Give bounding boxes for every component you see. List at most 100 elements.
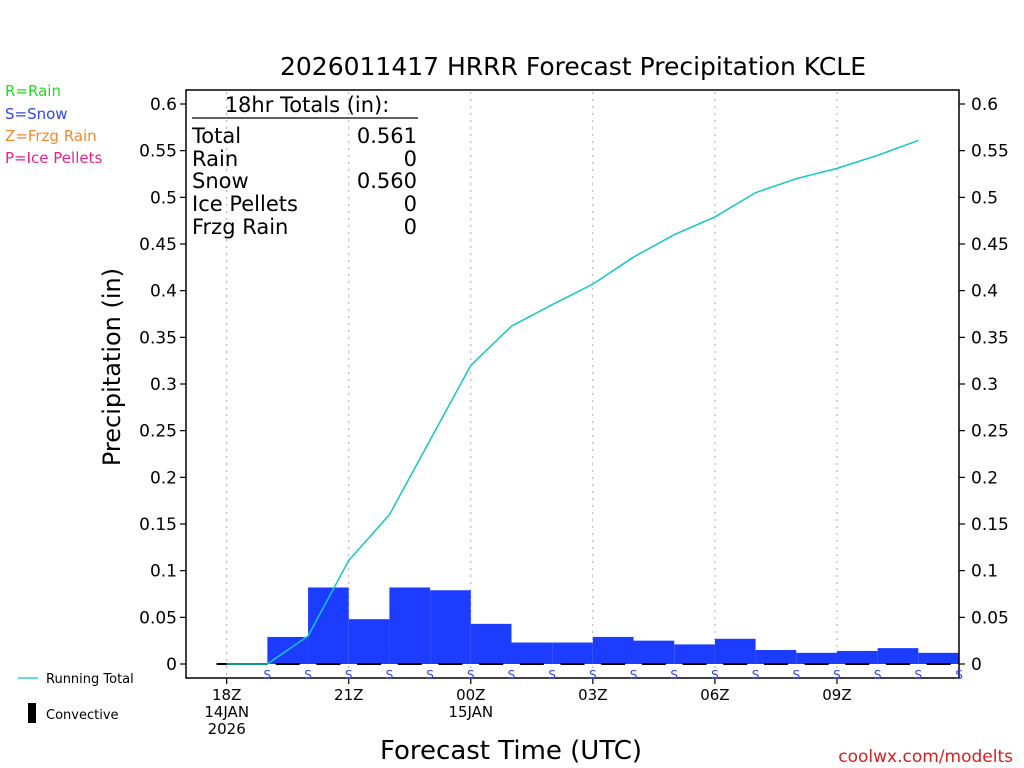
x-axis-label: Forecast Time (UTC) xyxy=(380,736,642,766)
x-tick-label: 14JAN xyxy=(204,703,249,721)
y-tick-label-right: 0.15 xyxy=(971,515,1009,535)
hourly-bar xyxy=(470,623,512,664)
y-tick-label-left: 0 xyxy=(166,655,177,675)
x-tick-label: 03Z xyxy=(578,686,607,704)
hourly-bar xyxy=(836,650,878,664)
watermark: coolwx.com/modelts xyxy=(838,747,1013,767)
precip-type-letter: S xyxy=(304,668,312,682)
hourly-bar xyxy=(918,652,959,664)
y-tick-label-left: 0.4 xyxy=(150,282,177,302)
y-tick-label-right: 0 xyxy=(971,655,982,675)
hourly-bar xyxy=(674,644,715,664)
y-tick-label-left: 0.45 xyxy=(139,235,177,255)
x-tick-label: 15JAN xyxy=(448,703,493,721)
x-tick-label: 00Z xyxy=(456,686,485,704)
totals-label-frzg-rain: Frzg Rain xyxy=(192,215,288,239)
hourly-bar xyxy=(511,642,553,664)
hourly-bar xyxy=(633,640,675,664)
precip-type-letter: S xyxy=(955,668,963,682)
convective-swatch xyxy=(28,703,36,723)
precip-type-letter: S xyxy=(548,668,556,682)
precip-type-legend: R=Rain S=Snow Z=Frzg Rain P=Ice Pellets xyxy=(5,82,102,167)
y-tick-label-left: 0.5 xyxy=(150,188,177,208)
y-tick-label-right: 0.1 xyxy=(971,562,998,582)
precip-type-letter: S xyxy=(874,668,882,682)
totals-value-rain: 0 xyxy=(404,147,417,171)
precip-type-letter: S xyxy=(752,668,760,682)
precip-type-letter: S xyxy=(589,668,597,682)
precip-type-letter: S xyxy=(467,668,475,682)
totals-header: 18hr Totals (in): xyxy=(225,93,390,117)
running-total-line xyxy=(226,139,919,665)
totals-value-snow: 0.560 xyxy=(357,169,417,193)
x-tick-label: 06Z xyxy=(700,686,729,704)
y-tick-label-right: 0.55 xyxy=(971,142,1009,162)
legend-convective: Convective xyxy=(46,708,119,723)
legend-rain: R=Rain xyxy=(5,82,61,100)
precip-type-letter: S xyxy=(508,668,516,682)
precip-type-letter: S xyxy=(833,668,841,682)
y-tick-label-left: 0.2 xyxy=(150,468,177,488)
chart-title: 2026011417 HRRR Forecast Precipitation K… xyxy=(280,52,866,81)
precip-type-letter: S xyxy=(386,668,394,682)
precip-type-letter: S xyxy=(711,668,719,682)
y-tick-label-right: 0.6 xyxy=(971,95,998,115)
plot-frame xyxy=(185,89,960,679)
totals-label-snow: Snow xyxy=(192,169,249,193)
precip-type-letter: S xyxy=(792,668,800,682)
precip-type-letter: S xyxy=(264,668,272,682)
y-tick-label-right: 0.45 xyxy=(971,235,1009,255)
totals-value-total: 0.561 xyxy=(357,124,417,148)
y-tick-label-right: 0.05 xyxy=(971,608,1009,628)
hourly-bar xyxy=(308,587,349,664)
y-tick-label-right: 0.25 xyxy=(971,422,1009,442)
y-tick-label-right: 0.5 xyxy=(971,188,998,208)
y-axis-ticks: 0 00.05 0.050.1 0.10.15 0.150.2 0.20.25 0.250.… xyxy=(139,95,1009,675)
legend-running-total: Running Total xyxy=(46,672,134,687)
hourly-bar xyxy=(348,619,390,664)
hourly-bar xyxy=(592,636,634,664)
y-tick-label-right: 0.3 xyxy=(971,375,998,395)
y-tick-label-right: 0.2 xyxy=(971,468,998,488)
y-tick-label-left: 0.15 xyxy=(139,515,177,535)
totals-label-ice-pellets: Ice Pellets xyxy=(192,192,298,216)
y-tick-label-left: 0.6 xyxy=(150,95,177,115)
precip-type-letter: S xyxy=(630,668,638,682)
y-axis-label: Precipitation (in) xyxy=(98,268,126,466)
y-tick-label-left: 0.35 xyxy=(139,328,177,348)
legend-frzg-rain: Z=Frzg Rain xyxy=(5,127,97,145)
y-tick-label-right: 0.4 xyxy=(971,282,998,302)
x-tick-label: 21Z xyxy=(334,686,363,704)
hourly-bar xyxy=(389,587,431,664)
precip-type-letter: S xyxy=(426,668,434,682)
line-legend: Running Total Convective xyxy=(18,672,134,723)
totals-value-frzg-rain: 0 xyxy=(404,215,417,239)
hourly-bar xyxy=(552,642,593,664)
precip-type-letter: S xyxy=(345,668,353,682)
hourly-bar xyxy=(755,650,797,664)
x-tick-label: 09Z xyxy=(822,686,851,704)
totals-box: 18hr Totals (in): Total 0.561 Rain 0 Sno… xyxy=(191,93,418,239)
x-tick-label: 18Z xyxy=(212,686,241,704)
hourly-bars xyxy=(267,587,959,664)
totals-value-ice-pellets: 0 xyxy=(404,192,417,216)
precip-type-letter: S xyxy=(915,668,923,682)
x-tick-label: 2026 xyxy=(208,720,246,738)
y-tick-label-left: 0.05 xyxy=(139,608,177,628)
y-tick-label-left: 0.25 xyxy=(139,422,177,442)
precip-type-letter: S xyxy=(670,668,678,682)
totals-label-rain: Rain xyxy=(192,147,238,171)
legend-ice-pellets: P=Ice Pellets xyxy=(5,149,102,167)
hourly-bar xyxy=(877,648,919,664)
y-tick-label-left: 0.3 xyxy=(150,375,177,395)
hourly-bar xyxy=(430,590,471,664)
hourly-bar xyxy=(796,652,837,664)
y-tick-label-right: 0.35 xyxy=(971,328,1009,348)
totals-label-total: Total xyxy=(191,124,241,148)
hourly-bar xyxy=(714,638,756,664)
legend-snow: S=Snow xyxy=(5,105,68,123)
y-tick-label-left: 0.1 xyxy=(150,562,177,582)
